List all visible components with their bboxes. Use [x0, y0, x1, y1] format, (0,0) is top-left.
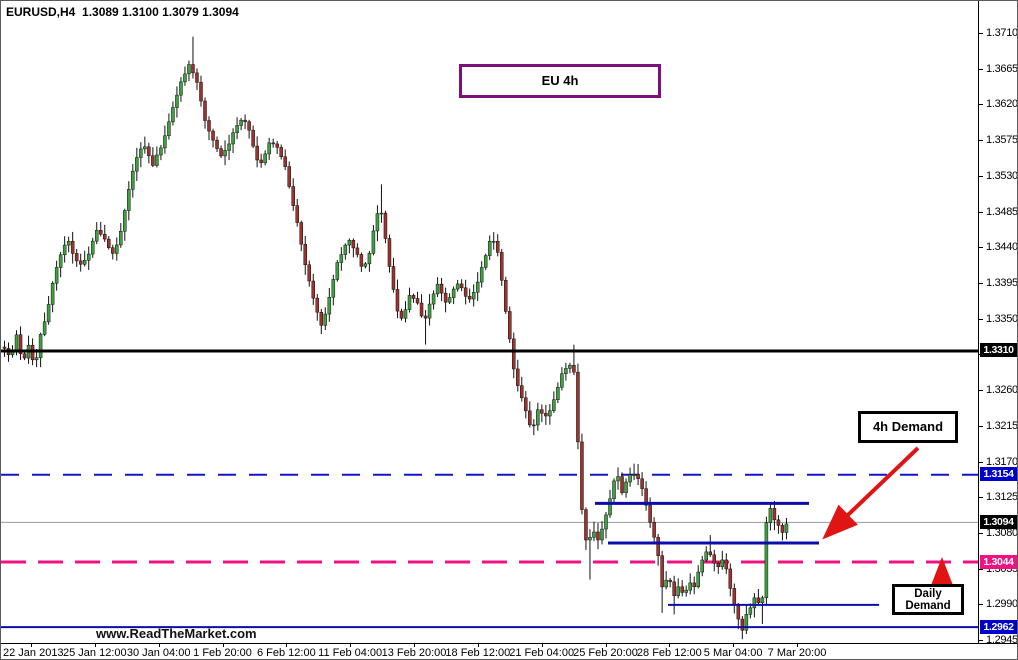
time-tick-mark: [94, 643, 96, 647]
time-tick-label: 1 Feb 20:00: [193, 647, 252, 659]
price-label-12962: 1.2962: [980, 619, 1017, 634]
time-tick-label: 22 Jan 2013: [3, 647, 64, 659]
time-tick-mark: [541, 643, 543, 647]
time-axis-separator: [1, 643, 1017, 644]
price-tick-mark: [979, 497, 983, 499]
4h-demand-text-box[interactable]: 4h Demand: [858, 411, 958, 443]
price-tick-mark: [979, 390, 983, 392]
price-tick-label: 1.3170: [986, 455, 1018, 468]
price-tick-mark: [979, 604, 983, 606]
time-tick-label: 11 Feb 04:00: [318, 647, 383, 659]
time-tick-mark: [158, 643, 160, 647]
price-tick-label: 1.3125: [986, 491, 1018, 504]
time-tick-mark: [477, 643, 479, 647]
time-tick-label: 28 Feb 12:00: [636, 647, 702, 659]
daily-demand-text-box[interactable]: Daily Demand: [892, 584, 964, 615]
price-axis-separator: [978, 1, 979, 643]
price-tick-label: 1.3665: [986, 62, 1018, 75]
price-tick-mark: [979, 532, 983, 534]
price-tick-label: 1.3575: [986, 134, 1018, 147]
price-label-13094: 1.3094: [980, 514, 1017, 529]
price-tick-label: 1.3395: [986, 277, 1018, 289]
time-tick-label: 25 Jan 12:00: [63, 647, 127, 659]
daily-demand-label-line2: Demand: [905, 599, 951, 612]
price-tick-mark: [979, 318, 983, 320]
time-axis[interactable]: 22 Jan 2013 25 Jan 12:00 30 Jan 04:00 1 Feb…: [1, 643, 1017, 659]
price-tick-mark: [979, 283, 983, 284]
price-tick-mark: [979, 68, 983, 70]
foreground-lines: [1, 349, 978, 629]
price-tick-label: 1.3485: [986, 205, 1018, 218]
price-tick-label: 1.3350: [986, 312, 1018, 325]
time-tick-label: 6 Feb 12:00: [256, 647, 316, 659]
candles-group: [2, 36, 789, 640]
time-tick-label: 13 Feb 20:00: [381, 647, 447, 659]
4h-demand-label: 4h Demand: [872, 419, 944, 434]
time-tick-label: 21 Feb 04:00: [509, 647, 575, 659]
price-tick-mark: [979, 425, 983, 427]
time-tick-mark: [733, 643, 735, 647]
time-tick-mark: [350, 643, 352, 647]
time-tick-label: 18 Feb 12:00: [445, 647, 511, 659]
price-tick-mark: [979, 33, 983, 35]
time-tick-mark: [797, 643, 798, 647]
price-tick-label: 1.3215: [986, 419, 1018, 432]
price-label-13154: 1.3154: [980, 467, 1017, 482]
candlestick-plot-area[interactable]: [1, 1, 979, 643]
price-tick-mark: [979, 640, 983, 642]
price-tick-mark: [979, 175, 983, 177]
time-tick-mark: [31, 643, 32, 647]
price-tick-mark: [979, 568, 983, 570]
price-tick-label: 1.2945: [986, 634, 1018, 647]
eu-4h-text-box[interactable]: EU 4h: [459, 64, 661, 98]
time-tick-label: 7 Mar 20:00: [767, 647, 827, 659]
price-tick-mark: [979, 211, 983, 213]
background-lines: [1, 473, 978, 564]
time-tick-label: 25 Feb 20:00: [573, 647, 638, 659]
price-axis[interactable]: 1.3710 1.3665 1.3620 1.3575 1.3530 1.3485 1.34…: [979, 1, 1018, 659]
time-tick-label: 5 Mar 04:00: [703, 647, 763, 659]
time-tick-mark: [605, 643, 607, 647]
eu-4h-label: EU 4h: [541, 73, 579, 88]
time-tick-label: 30 Jan 04:00: [126, 647, 191, 659]
watermark: www.ReadTheMarket.com: [96, 626, 257, 641]
price-tick-label: 1.3620: [986, 98, 1018, 111]
price-tick-label: 1.3710: [986, 27, 1018, 40]
price-tick-label: 1.3260: [986, 384, 1018, 397]
price-tick-label: 1.2990: [986, 598, 1018, 611]
arrow-4h-demand[interactable]: [822, 446, 920, 540]
price-label-13310: 1.3310: [980, 343, 1017, 358]
price-tick-label: 1.3530: [986, 169, 1018, 182]
chart-symbol-title: EURUSD,H4 1.3089 1.3100 1.3079 1.3094: [6, 5, 239, 19]
price-tick-mark: [979, 247, 983, 249]
daily-demand-label-line1: Daily: [914, 587, 942, 600]
price-tick-mark: [979, 461, 983, 463]
time-tick-mark: [222, 643, 224, 647]
price-tick-label: 1.3080: [986, 526, 1018, 539]
price-tick-mark: [979, 104, 983, 106]
price-label-13044: 1.3044: [980, 554, 1017, 569]
time-tick-mark: [414, 643, 415, 647]
price-tick-label: 1.3440: [986, 241, 1018, 254]
time-tick-mark: [669, 643, 671, 647]
price-tick-mark: [979, 140, 983, 142]
time-tick-mark: [286, 643, 288, 647]
